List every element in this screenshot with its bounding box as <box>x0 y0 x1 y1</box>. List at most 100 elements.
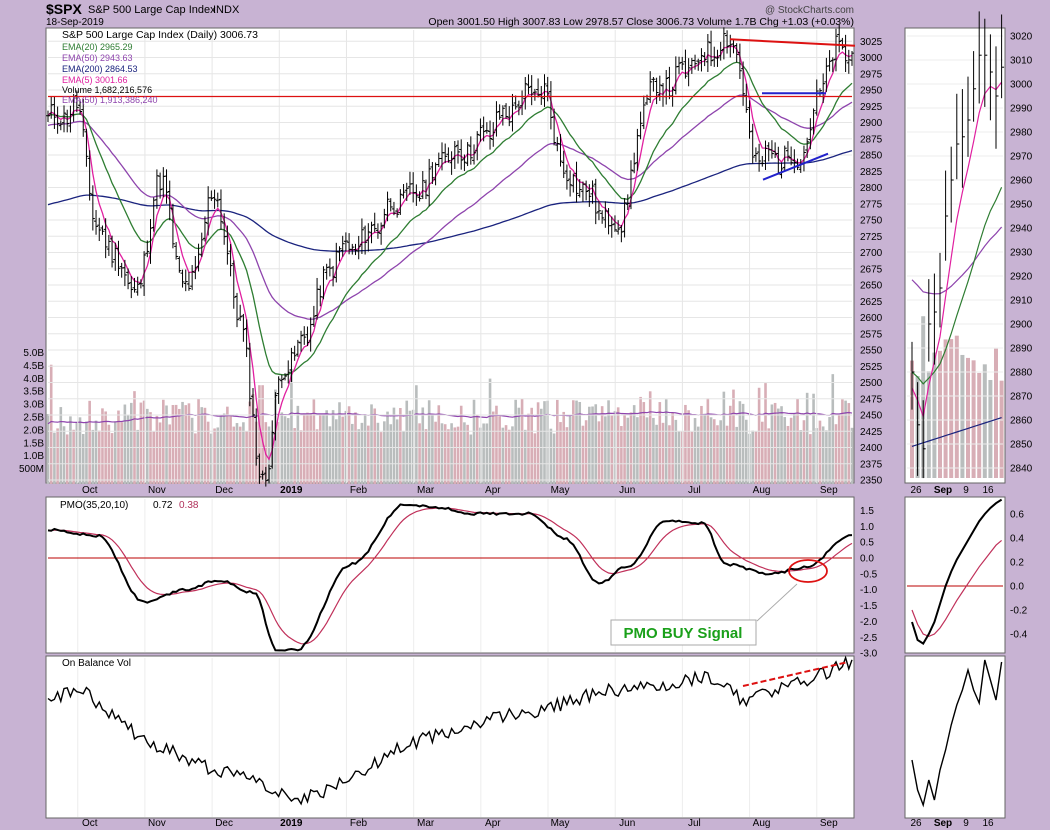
volume-bar <box>178 408 181 484</box>
volume-bar <box>113 421 117 484</box>
volume-tick-label: 1.0B <box>23 451 44 462</box>
volume-bar <box>286 418 290 484</box>
inset-tick-label: 2930 <box>1010 248 1033 259</box>
volume-bar <box>328 426 332 484</box>
inset-ema50-line <box>911 226 1003 295</box>
volume-bar <box>639 396 642 484</box>
month-label: May <box>551 818 570 829</box>
legend-ema5: EMA(5) 3001.66 <box>62 75 128 85</box>
volume-bar <box>674 419 678 484</box>
inset-tick-label: 2900 <box>1010 320 1033 331</box>
volume-bar <box>712 419 716 484</box>
pmo-tick-label: 1.5 <box>860 506 874 517</box>
volume-bar <box>46 414 50 484</box>
volume-bar <box>56 428 59 484</box>
inset-tick-label: 2880 <box>1010 368 1033 379</box>
inset-tick-label: 2840 <box>1010 464 1033 475</box>
volume-bar <box>671 412 674 484</box>
volume-bar <box>588 406 591 484</box>
inset-volume-bar <box>932 352 937 478</box>
volume-bar <box>757 387 761 484</box>
volume-bar <box>267 426 271 484</box>
volume-bar <box>719 420 722 484</box>
price-tick-label: 2550 <box>860 346 883 357</box>
volume-bar <box>49 364 53 484</box>
volume-bar <box>841 399 844 484</box>
volume-bar <box>725 425 729 484</box>
volume-bar <box>405 400 409 484</box>
inset-pmo-tick-label: 0.2 <box>1010 558 1024 569</box>
volume-bar <box>399 408 402 484</box>
inset-volume-bar <box>960 354 965 478</box>
inset-x-label: 16 <box>982 818 994 829</box>
volume-bar <box>415 385 418 484</box>
volume-bar <box>600 406 604 484</box>
volume-bar <box>834 424 838 484</box>
pmo-buy-signal-box <box>610 619 757 646</box>
price-tick-label: 2900 <box>860 118 883 129</box>
inset-volume-bar <box>921 316 926 478</box>
pmo-tick-label: -1.0 <box>860 585 878 596</box>
month-label: Aug <box>753 818 771 829</box>
ema20-line <box>47 61 853 376</box>
pmo-tick-label: -0.5 <box>860 569 878 580</box>
volume-bar <box>645 417 649 484</box>
pmo-tick-label: 0.0 <box>860 554 874 565</box>
volume-bar <box>837 414 841 484</box>
volume-bar <box>789 417 793 484</box>
volume-bar <box>219 415 223 484</box>
volume-bar <box>796 398 799 484</box>
volume-bar <box>133 391 136 484</box>
volume-bar <box>761 421 764 484</box>
volume-bar <box>367 425 370 484</box>
volume-bar <box>210 433 213 484</box>
legend-ema200: EMA(200) 2864.53 <box>62 64 138 74</box>
inset-x-label: 26 <box>910 818 922 829</box>
pmo-tick-label: 1.0 <box>860 522 874 533</box>
volume-bar <box>194 433 197 484</box>
volume-bar <box>780 406 783 484</box>
volume-bar <box>315 429 319 484</box>
pmo-label: PMO(35,20,10) <box>60 500 128 511</box>
price-tick-label: 2650 <box>860 281 883 292</box>
inset-volume-bar <box>988 380 993 478</box>
volume-bar <box>360 422 364 484</box>
volume-bar <box>648 391 652 484</box>
volume-bar <box>767 428 771 484</box>
watermark: @ StockCharts.com <box>765 5 854 16</box>
volume-bar <box>539 408 543 484</box>
volume-bar <box>296 405 300 484</box>
price-tick-label: 2950 <box>860 86 883 97</box>
volume-bar <box>402 431 405 484</box>
volume-bar <box>136 429 139 484</box>
price-tick-label: 2850 <box>860 151 883 162</box>
price-tick-label: 3025 <box>860 37 883 48</box>
volume-bar <box>469 434 473 484</box>
pmo-callout-line <box>756 583 798 622</box>
volume-bar <box>664 399 668 484</box>
volume-bar <box>248 401 252 484</box>
volume-bar <box>94 420 98 484</box>
inset-volume-bar <box>943 339 948 478</box>
inset-pmo-panel <box>904 496 1006 654</box>
volume-bar <box>85 421 88 484</box>
volume-bar <box>850 427 854 484</box>
inset-pmo-tick-label: 0.6 <box>1010 510 1024 521</box>
price-tick-label: 2800 <box>860 183 883 194</box>
inset-pmo-tick-label: -0.2 <box>1010 606 1028 617</box>
inset-tick-label: 2960 <box>1010 176 1033 187</box>
month-label: Sep <box>820 818 838 829</box>
volume-bar <box>162 399 165 484</box>
inset-x-label: 16 <box>982 485 994 496</box>
volume-bar <box>463 422 466 484</box>
pmo-tick-label: -1.5 <box>860 601 878 612</box>
month-label: Dec <box>215 818 233 829</box>
volume-bar <box>152 431 156 484</box>
inset-volume-bar <box>994 348 998 478</box>
inset-ema5-line <box>911 81 1003 419</box>
volume-bar <box>69 416 72 484</box>
legend-ema20: EMA(20) 2965.29 <box>62 42 133 52</box>
volume-bar <box>696 426 700 484</box>
inset-obv-panel <box>904 655 1006 819</box>
